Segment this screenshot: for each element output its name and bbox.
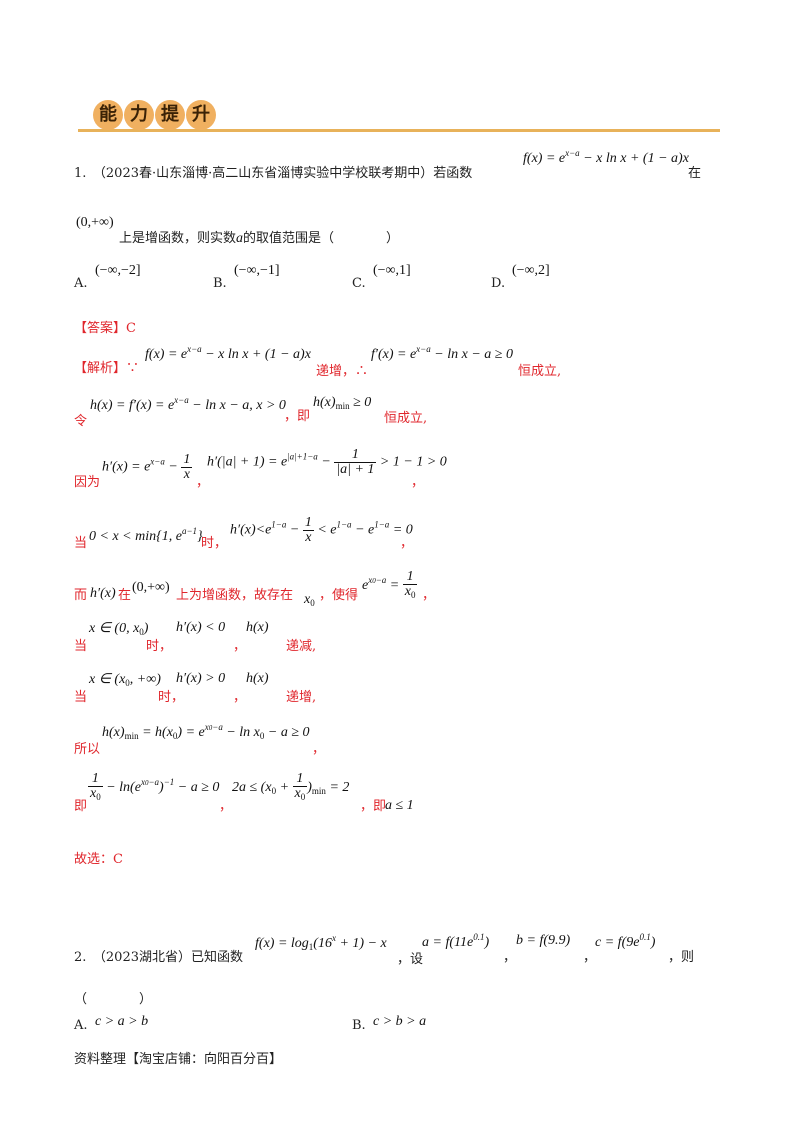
- answer-label: 【答案】C: [74, 321, 136, 336]
- s9-formula-3: a ≤ 1: [385, 798, 414, 813]
- s5-text-1: 在: [118, 588, 132, 603]
- header-char-4: 升: [186, 100, 216, 130]
- q1-option-d-value: (−∞,2]: [512, 263, 550, 278]
- q2-formula-c: c = f(9e0.1): [595, 932, 656, 950]
- s2-formula-2: h(x)min ≥ 0: [313, 395, 372, 411]
- s3-prefix: 因为: [74, 475, 101, 490]
- q1-option-a: A.: [74, 276, 88, 291]
- q1-option-a-value: (−∞,−2]: [95, 263, 141, 278]
- s7-sep: ，: [233, 690, 247, 705]
- q2-formula-a: a = f(11e0.1): [422, 932, 490, 950]
- s5-end: ，: [422, 588, 436, 603]
- q2-sep-1: ，: [503, 950, 517, 965]
- s7-formula-1: x ∈ (x0, +∞): [89, 672, 161, 688]
- s8-end: ，: [312, 742, 326, 757]
- q1-option-c-value: (−∞,1]: [373, 263, 411, 278]
- q2-option-a: A.: [74, 1018, 88, 1033]
- s6-formula-1: x ∈ (0, x0): [89, 621, 149, 637]
- s5-x0: x0: [304, 592, 315, 608]
- s5-hprime: h′(x): [90, 586, 116, 601]
- header-underline: [78, 129, 720, 132]
- s9-formula-1: 1 x0 − ln(ex0−a)−1 − a ≥ 0: [88, 771, 220, 802]
- s7-prefix: 当: [74, 690, 88, 705]
- s2-text-2: 恒成立,: [384, 411, 428, 426]
- s9-text: ，即: [360, 799, 387, 814]
- q2-text-1: ，设: [397, 952, 424, 967]
- q2-option-a-value: c > a > b: [95, 1014, 149, 1029]
- s2-text-1: ，即: [284, 409, 311, 424]
- s4-formula-1: 0 < x < min{1, ea−1}: [89, 526, 203, 544]
- s6-sep: ，: [233, 639, 247, 654]
- header-char-2: 力: [124, 100, 154, 130]
- q1-option-b: B.: [213, 276, 227, 291]
- s1-text-1: 递增，∴: [316, 364, 369, 379]
- s1-text-2: 恒成立,: [518, 364, 562, 379]
- s7-text-1: 时，: [158, 690, 185, 705]
- s3-sep: ，: [196, 475, 210, 490]
- s4-end: ，: [400, 536, 414, 551]
- header-char-3: 提: [155, 100, 185, 130]
- q1-domain: (0,+∞): [76, 215, 114, 230]
- s2-formula-1: h(x) = f′(x) = ex−a − ln x − a, x > 0: [90, 395, 286, 413]
- s6-formula-2: h′(x) < 0: [176, 620, 226, 635]
- s6-text-1: 时，: [146, 639, 173, 654]
- s9-prefix: 即: [74, 799, 88, 814]
- s8-prefix: 所以: [74, 742, 101, 757]
- conclusion: 故选：C: [74, 852, 123, 867]
- s9-sep: ，: [219, 799, 233, 814]
- q2-option-b: B.: [352, 1018, 366, 1033]
- s3-formula-2: h′(|a| + 1) = e|a|+1−a − 1 |a| + 1 > 1 − …: [207, 447, 447, 477]
- s4-text: 时，: [201, 536, 228, 551]
- header-char-1: 能: [93, 100, 123, 130]
- q2-sep-2: ，: [583, 950, 597, 965]
- q1-option-c: C.: [352, 276, 366, 291]
- s6-prefix: 当: [74, 639, 88, 654]
- s2-prefix: 令: [74, 414, 88, 429]
- s1-formula-1: f(x) = ex−a − x ln x + (1 − a)x: [145, 344, 311, 362]
- q1-option-d: D.: [491, 276, 506, 291]
- q2-option-b-value: c > b > a: [373, 1014, 427, 1029]
- q2-end: ，则: [668, 950, 695, 965]
- s5-equation: ex0−a = 1 x0: [362, 569, 418, 600]
- q2-paren: （ ）: [74, 992, 153, 1007]
- q1-line2-text: 上是增函数，则实数a的取值范围是（ ）: [119, 231, 400, 246]
- q2-intro: 2. （2023湖北省）已知函数: [74, 950, 243, 965]
- q1-line1-end: 在: [688, 166, 702, 181]
- q1-intro: 1. （2023春·山东淄博·高二山东省淄博实验中学校联考期中）若函数: [74, 166, 473, 181]
- q1-option-b-value: (−∞,−1]: [234, 263, 280, 278]
- q1-function-formula: f(x) = ex−a − x ln x + (1 − a)x: [523, 148, 689, 166]
- s3-end: ，: [411, 475, 425, 490]
- analysis-label: 【解析】∵: [74, 361, 140, 376]
- s1-formula-2: f′(x) = ex−a − ln x − a ≥ 0: [371, 344, 513, 362]
- s8-formula: h(x)min = h(x0) = ex0−a − ln x0 − a ≥ 0: [102, 722, 310, 741]
- q2-formula-b: b = f(9.9): [516, 933, 571, 948]
- s7-formula-2: h′(x) > 0: [176, 671, 226, 686]
- s5-text-3: ，使得: [319, 588, 359, 603]
- s6-text-2: 递减,: [286, 639, 317, 654]
- s4-prefix: 当: [74, 536, 88, 551]
- s5-text-2: 上为增函数，故存在: [176, 588, 294, 603]
- s9-formula-2: 2a ≤ (x0 + 1 x0)min = 2: [232, 771, 350, 803]
- s5-interval: (0,+∞): [132, 580, 170, 595]
- s7-formula-3: h(x): [246, 671, 269, 686]
- footer-note: 资料整理【淘宝店铺：向阳百分百】: [74, 1052, 283, 1067]
- q2-function-formula: f(x) = log1(16x + 1) − x: [255, 933, 387, 952]
- s6-formula-3: h(x): [246, 620, 269, 635]
- s7-text-2: 递增,: [286, 690, 317, 705]
- s5-prefix: 而: [74, 588, 88, 603]
